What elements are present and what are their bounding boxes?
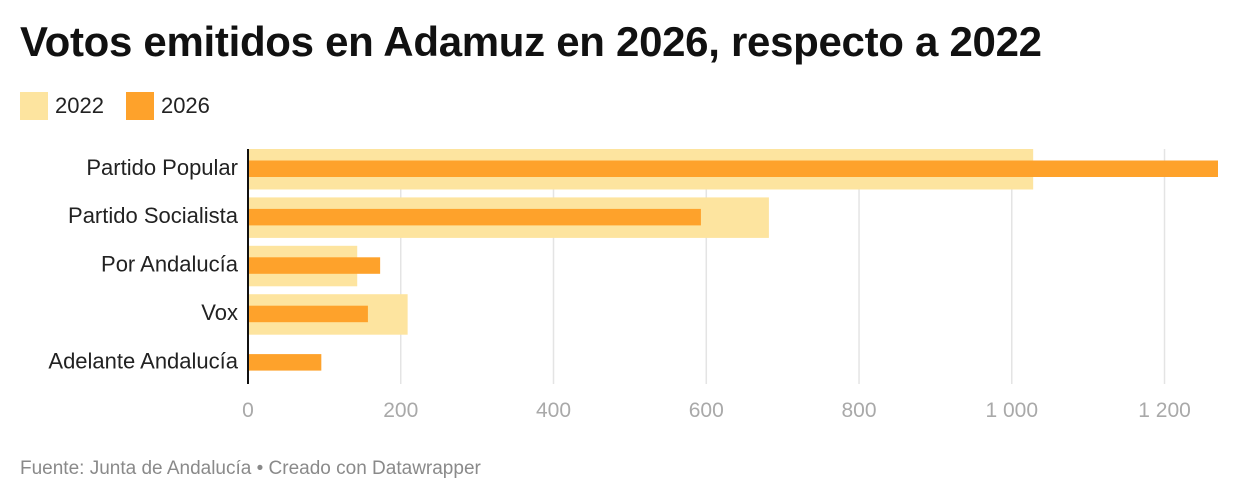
source-note: Fuente: Junta de Andalucía • Creado con …	[20, 458, 481, 479]
legend-label-2026: 2026	[160, 93, 210, 118]
bar-2026-3	[248, 305, 368, 323]
legend-swatch-2026	[125, 92, 154, 120]
category-label-4: Adelante Andalucía	[48, 348, 238, 373]
legend-swatch-2022	[20, 92, 48, 120]
legend-item-2022: 2022	[20, 92, 104, 120]
bar-2026-2	[248, 257, 381, 274]
x-tick-label-0: 0	[242, 399, 254, 422]
x-tick-label-3: 600	[689, 399, 724, 422]
x-tick-label-6: 1 200	[1138, 399, 1191, 422]
category-label-1: Partido Socialista	[68, 203, 239, 228]
category-label-2: Por Andalucía	[101, 252, 239, 277]
bar-2026-1	[248, 208, 701, 226]
x-tick-label-4: 800	[842, 399, 877, 422]
x-tick-label-1: 200	[383, 399, 418, 422]
bar-2026-4	[248, 354, 322, 371]
category-label-0: Partido Popular	[86, 155, 238, 180]
x-tick-label-5: 1 000	[985, 399, 1038, 422]
legend-item-2026: 2026	[125, 92, 210, 120]
bar-2026-0	[248, 160, 1218, 177]
category-label-3: Vox	[201, 300, 238, 325]
legend: 2022 2026	[20, 92, 210, 120]
legend-label-2022: 2022	[55, 93, 104, 118]
x-tick-label-2: 400	[536, 399, 571, 422]
chart-title: Votos emitidos en Adamuz en 2026, respec…	[20, 18, 1042, 65]
